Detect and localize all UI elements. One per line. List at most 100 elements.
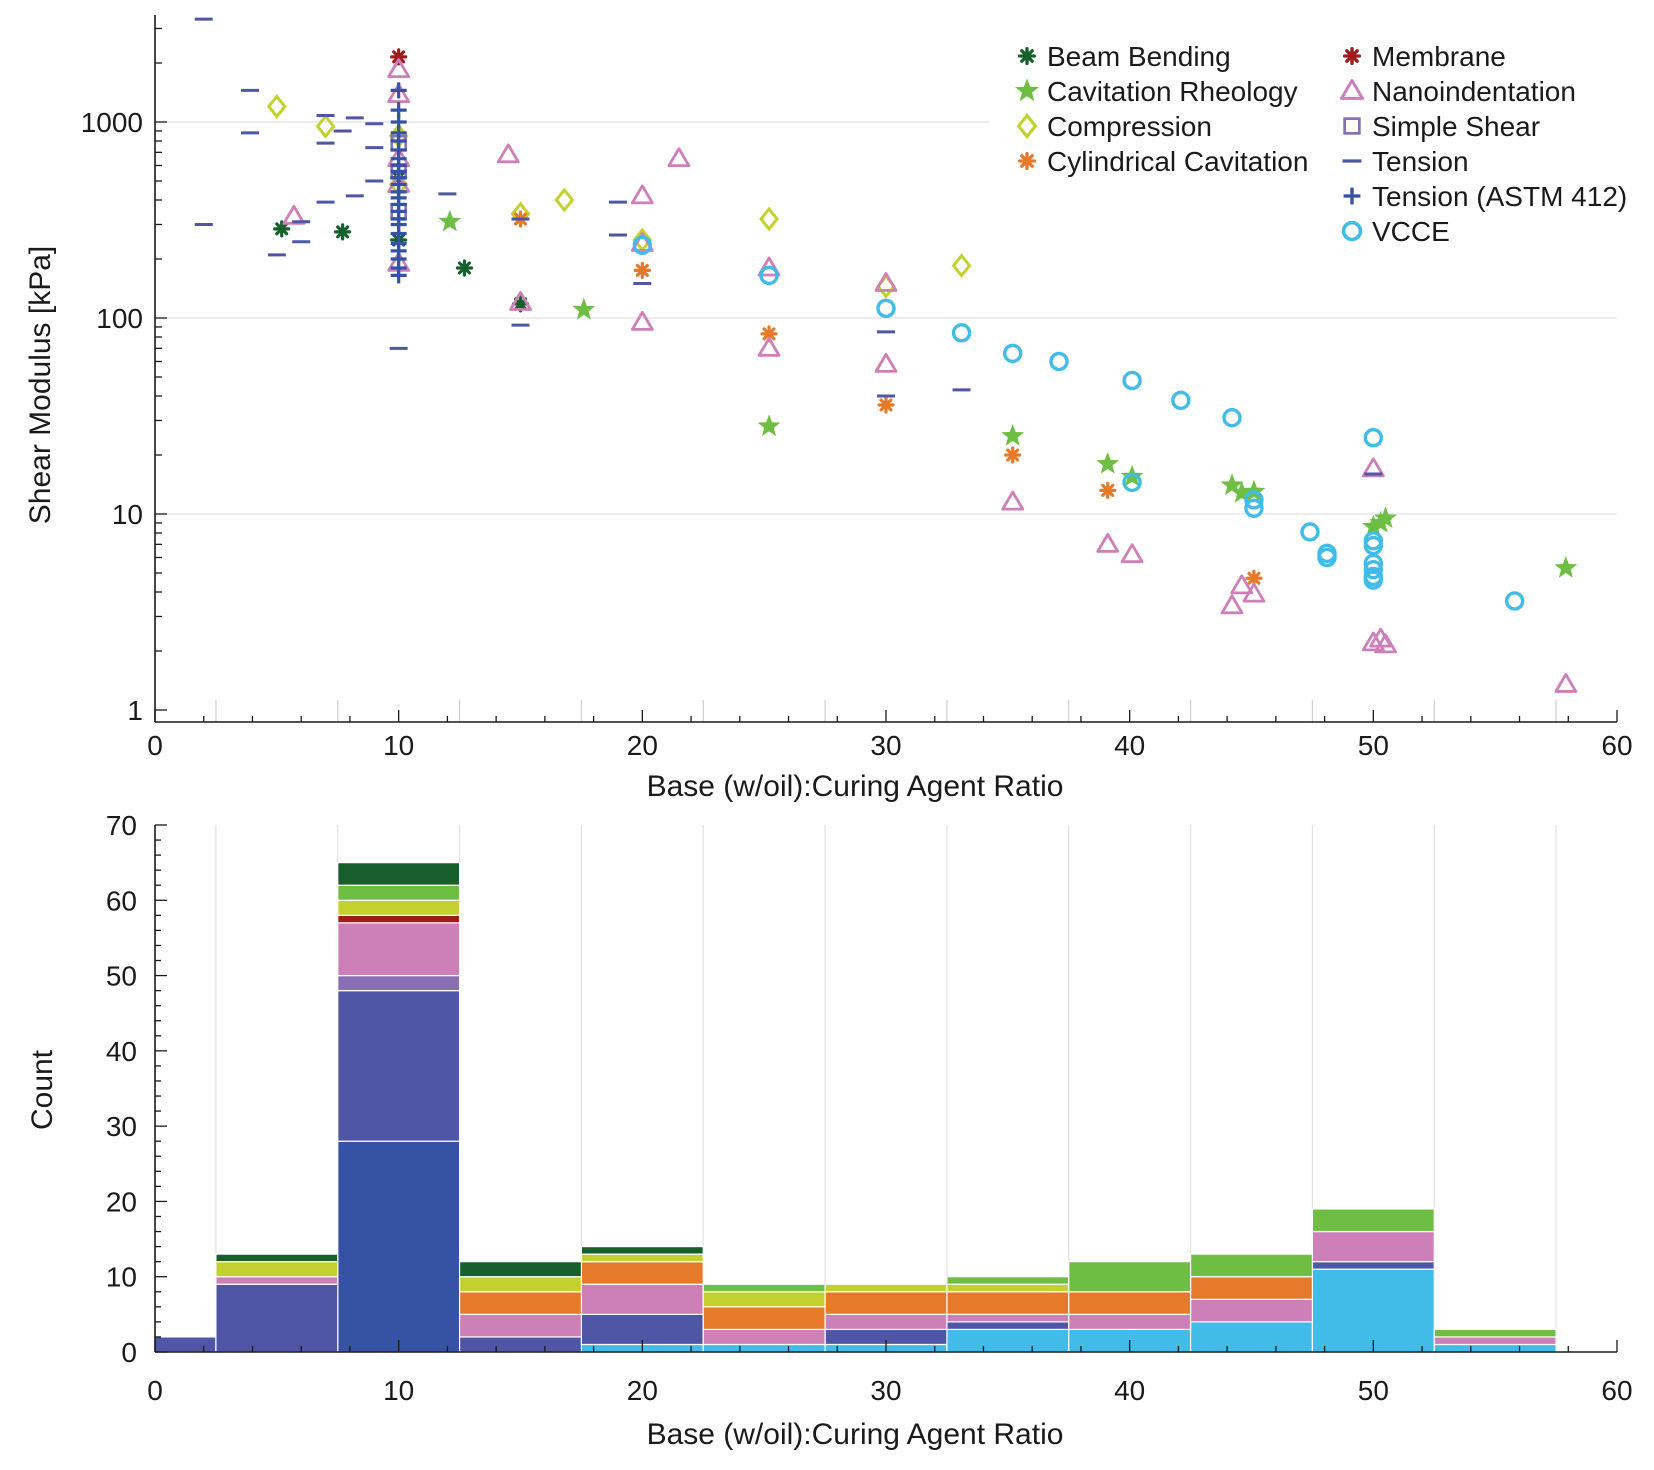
marker-stroke <box>1020 154 1034 168</box>
data-point-cylindrical-cavitation <box>1004 446 1022 464</box>
bar-segment-beam-bending <box>337 862 461 886</box>
bar-segment-compression <box>458 1276 583 1293</box>
data-point-nanoindentation <box>630 232 654 252</box>
scatter-y-tick-label: 100 <box>96 303 143 334</box>
scatter-x-tick-label: 10 <box>383 730 414 761</box>
data-point-cavitation-rheology <box>1361 514 1385 537</box>
histogram-y-tick-label: 30 <box>106 1111 137 1142</box>
bar-series-simple-shear <box>337 974 461 992</box>
bar-segment-nanoindentation <box>824 1313 948 1331</box>
data-point-nanoindentation <box>630 310 654 331</box>
marker-shape <box>1374 506 1397 529</box>
bar-segment-cylindrical-cavitation <box>1189 1276 1314 1300</box>
data-point-tension-astm <box>390 82 407 99</box>
marker-shape <box>1096 532 1120 553</box>
histogram-y-tick-label: 20 <box>106 1186 137 1217</box>
legend-item-vcce: VCCE <box>1341 216 1450 247</box>
bar-series-compression <box>215 899 1070 1308</box>
data-point-beam-bending <box>334 223 352 241</box>
marker-shape <box>757 414 781 437</box>
data-point-nanoindentation <box>1096 532 1120 553</box>
series-tension <box>194 17 1383 476</box>
legend-marker-nanoindentation <box>1340 79 1364 100</box>
scatter-y-tick-label: 10 <box>112 499 143 530</box>
marker-shape <box>757 256 781 277</box>
marker-shape <box>876 298 896 319</box>
marker-shape <box>1363 428 1384 448</box>
legend-label: Beam Bending <box>1047 41 1231 72</box>
legend-marker-tension-astm <box>1343 187 1361 205</box>
bar-segment-cavitation-rheology <box>1068 1261 1192 1293</box>
marker-shape <box>1363 535 1384 556</box>
marker-shape <box>1049 351 1069 372</box>
marker-shape <box>1001 424 1025 446</box>
data-point-vcce <box>1003 343 1023 364</box>
legend-label: Cylindrical Cavitation <box>1047 146 1308 177</box>
bar-segment-beam-bending <box>580 1245 704 1255</box>
marker-stroke <box>879 398 893 412</box>
marker-shape <box>630 232 654 252</box>
legend-marker-compression <box>1016 112 1038 140</box>
scatter-y-label: Shear Modulus [kPa] <box>24 246 57 524</box>
bar-segment-cylindrical-cavitation <box>702 1306 826 1331</box>
bar-segment-tension <box>337 990 461 1142</box>
data-point-cavitation-rheology <box>438 209 462 232</box>
bar-segment-tension <box>458 1336 583 1353</box>
scatter-axes: 1 10 100 1000 0 10 20 30 40 50 60 <box>81 15 1633 761</box>
data-point-nanoindentation <box>757 256 781 277</box>
histogram-y-tick-label: 50 <box>106 961 137 992</box>
bar-segment-tension <box>1311 1261 1435 1270</box>
histogram-x-tick-label: 40 <box>1114 1375 1145 1406</box>
data-point-vcce <box>1244 490 1264 510</box>
marker-shape <box>1015 78 1039 102</box>
legend: Beam Bending Cavitation Rheology Compressi… <box>1010 30 1650 255</box>
marker-stroke <box>635 263 649 277</box>
data-point-cylindrical-cavitation <box>877 396 895 414</box>
marker-shape <box>1120 543 1144 564</box>
legend-item-simple-shear: Simple Shear <box>1343 111 1540 142</box>
scatter-x-tick-label: 0 <box>147 730 163 761</box>
bar-segment-nanoindentation <box>337 922 461 977</box>
data-point-compression <box>951 253 972 279</box>
marker-shape <box>554 187 575 213</box>
data-point-nanoindentation <box>757 336 781 357</box>
bar-segment-tension-astm <box>337 1140 461 1353</box>
data-point-vcce <box>1363 535 1384 556</box>
data-point-nanoindentation <box>1120 543 1144 564</box>
marker-shape <box>759 206 779 232</box>
bar-series-membrane <box>337 914 461 924</box>
data-point-nanoindentation <box>387 58 411 79</box>
bar-series-tension-astm <box>337 1140 461 1353</box>
marker-shape <box>951 323 972 343</box>
marker-shape <box>315 113 336 139</box>
bar-segment-beam-bending <box>458 1261 583 1278</box>
data-point-vcce <box>1363 428 1384 448</box>
legend-item-nanoindentation: Nanoindentation <box>1340 76 1576 107</box>
bar-segment-vcce <box>1311 1268 1435 1353</box>
bar-segment-nanoindentation <box>458 1313 583 1338</box>
marker-shape <box>1340 79 1364 100</box>
scatter-x-tick-label: 50 <box>1358 730 1389 761</box>
marker-shape <box>757 336 781 357</box>
marker-shape <box>951 253 972 279</box>
data-point-vcce <box>1222 407 1242 428</box>
marker-shape <box>496 143 520 164</box>
data-point-cavitation-rheology <box>1554 556 1578 578</box>
bar-segment-vcce <box>946 1328 1070 1353</box>
marker-stroke <box>762 327 776 341</box>
bar-segment-vcce <box>1433 1343 1557 1353</box>
bar-segment-compression <box>215 1261 339 1278</box>
bar-segment-cavitation-rheology <box>946 1276 1070 1285</box>
data-point-nanoindentation <box>874 352 898 373</box>
histogram-y-label: Count <box>26 1049 59 1130</box>
bar-segment-nanoindentation <box>702 1328 826 1346</box>
data-point-compression <box>266 94 287 119</box>
data-point-nanoindentation <box>1361 631 1385 652</box>
data-point-cavitation-rheology <box>1001 424 1025 446</box>
bar-series-beam-bending <box>215 862 704 1278</box>
marker-shape <box>282 204 306 225</box>
data-point-beam-bending <box>273 220 291 238</box>
scatter-plot: 1 10 100 1000 0 10 20 30 40 50 60 Beam Bending Cavi… <box>24 15 1650 803</box>
legend-marker-vcce <box>1341 220 1363 242</box>
